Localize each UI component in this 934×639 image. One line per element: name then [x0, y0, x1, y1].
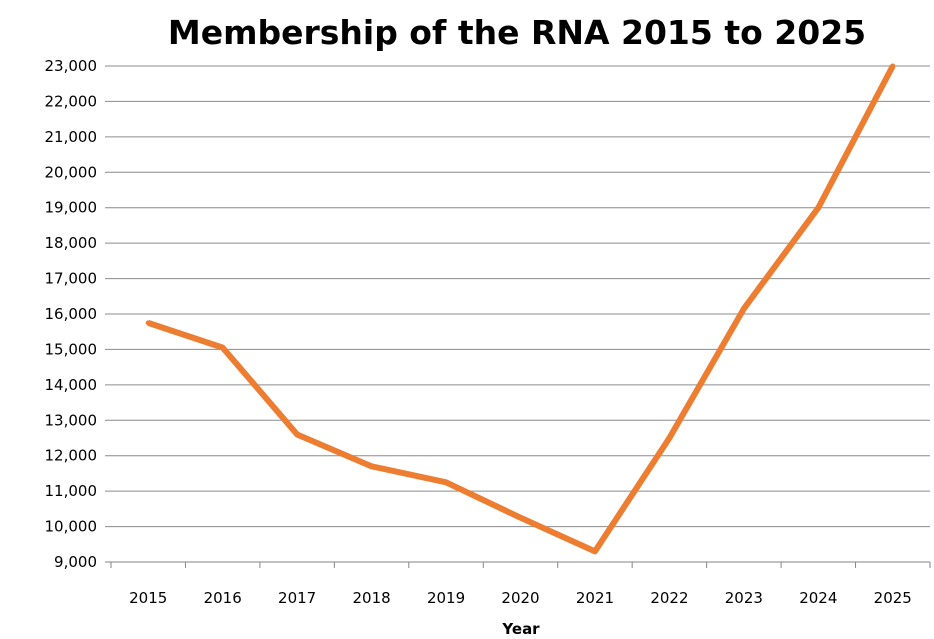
x-axis-title: Year — [501, 620, 540, 638]
y-tick-label: 18,000 — [45, 234, 98, 252]
x-tick-label: 2023 — [725, 589, 763, 607]
y-tick-label: 21,000 — [45, 128, 98, 146]
x-tick-label: 2015 — [129, 589, 167, 607]
data-point — [592, 548, 598, 554]
x-tick-label: 2022 — [650, 589, 688, 607]
chart-title: Membership of the RNA 2015 to 2025 — [168, 13, 866, 52]
data-point — [815, 205, 821, 211]
y-tick-label: 15,000 — [45, 340, 98, 358]
data-point — [890, 63, 896, 69]
y-tick-label: 19,000 — [45, 199, 98, 217]
data-point — [518, 515, 523, 521]
y-tick-label: 22,000 — [45, 92, 98, 110]
x-tick-label: 2024 — [799, 589, 837, 607]
x-tick-label: 2021 — [576, 589, 614, 607]
x-tick-label: 2017 — [278, 589, 316, 607]
data-point — [369, 463, 375, 469]
x-tick-label: 2018 — [352, 589, 390, 607]
y-tick-label: 9,000 — [54, 553, 97, 571]
gridlines — [105, 65, 930, 528]
y-tick-label: 16,000 — [45, 305, 98, 323]
data-point — [666, 435, 672, 441]
y-tick-label: 12,000 — [45, 447, 98, 465]
data-point — [741, 306, 747, 312]
y-tick-label: 20,000 — [45, 163, 98, 181]
data-point — [294, 431, 300, 437]
x-tick-label: 2019 — [427, 589, 465, 607]
y-tick-label: 11,000 — [45, 482, 98, 500]
data-point — [443, 479, 449, 485]
series-lines — [145, 63, 896, 555]
y-tick-label: 14,000 — [45, 376, 98, 394]
data-point — [145, 320, 151, 326]
y-tick-label: 17,000 — [45, 270, 98, 288]
x-tick-label: 2025 — [874, 589, 912, 607]
y-tick-label: 23,000 — [45, 57, 98, 75]
y-tick-label: 10,000 — [45, 518, 98, 536]
data-point — [220, 345, 226, 351]
y-axis: 23,000 22,000 21,000 20,000 19,000 18,000 17,0… — [45, 57, 98, 571]
y-tick-label: 13,000 — [45, 411, 98, 429]
x-tick-label: 2016 — [204, 589, 242, 607]
x-tick-label: 2020 — [501, 589, 539, 607]
series-line — [147, 64, 896, 555]
x-axis: 2015 2016 2017 2018 2019 2020 2021 2022 2023 2024… — [105, 561, 931, 607]
